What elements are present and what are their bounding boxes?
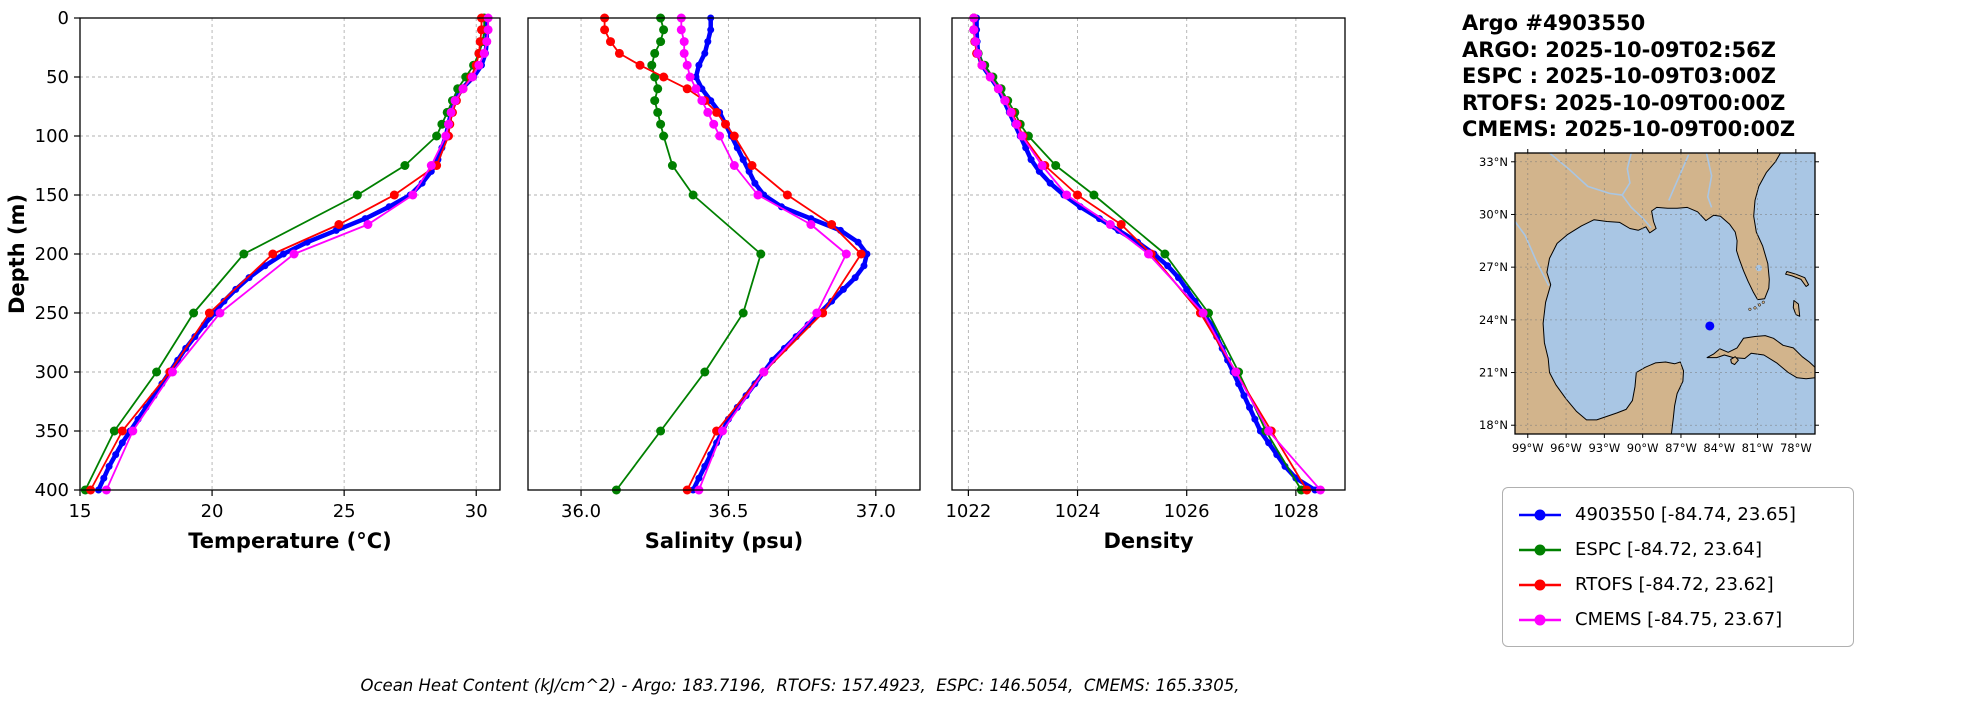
river	[1668, 154, 1690, 201]
svg-text:30: 30	[465, 501, 488, 522]
legend-label: CMEMS [-84.75, 23.67]	[1575, 609, 1783, 630]
svg-text:36.5: 36.5	[708, 501, 748, 522]
series-cmems	[676, 13, 851, 495]
legend-label: RTOFS [-84.72, 23.62]	[1575, 574, 1774, 595]
legend-line-marker-icon	[1519, 614, 1561, 625]
svg-text:25: 25	[333, 501, 356, 522]
legend-item-espc: ESPC [-84.72, 23.64]	[1517, 532, 1839, 567]
legend-label: ESPC [-84.72, 23.64]	[1575, 539, 1762, 560]
header-line-argo: ARGO: 2025-10-09T02:56Z	[1462, 37, 1776, 62]
svg-text:33°N: 33°N	[1479, 155, 1508, 169]
location-map: 99°W 96°W 93°W 90°W 87°W 84°W 81°W 78°W 33°N 30°N…	[1479, 149, 1819, 455]
lake-okeechobee	[1755, 264, 1763, 272]
svg-text:1022: 1022	[945, 501, 991, 522]
legend-item-rtofs: RTOFS [-84.72, 23.62]	[1517, 567, 1839, 602]
florida-keys	[1761, 300, 1765, 304]
legend-label: 4903550 [-84.74, 23.65]	[1575, 504, 1796, 525]
svg-text:78°W: 78°W	[1780, 441, 1812, 455]
svg-text:20: 20	[201, 501, 224, 522]
land-bahamas-grand	[1785, 271, 1810, 287]
svg-text:Temperature (°C): Temperature (°C)	[188, 529, 391, 553]
svg-text:36.0: 36.0	[561, 501, 601, 522]
legend-line-marker-icon	[1519, 544, 1561, 555]
svg-text:21°N: 21°N	[1479, 366, 1508, 380]
svg-text:1026: 1026	[1164, 501, 1210, 522]
legend-line-marker-icon	[1519, 509, 1561, 520]
land-cuba	[1706, 335, 1815, 380]
svg-text:18°N: 18°N	[1479, 418, 1508, 432]
svg-text:50: 50	[46, 67, 69, 88]
svg-text:1028: 1028	[1273, 501, 1319, 522]
svg-text:Depth (m): Depth (m)	[5, 194, 29, 314]
land-isle-of-youth	[1730, 356, 1739, 366]
svg-text:87°W: 87°W	[1665, 441, 1697, 455]
svg-text:24°N: 24°N	[1479, 313, 1508, 327]
svg-text:27°N: 27°N	[1479, 260, 1508, 274]
header: Argo #4903550 ARGO: 2025-10-09T02:56Z ES…	[1462, 10, 1795, 143]
land-bahamas-andros	[1792, 300, 1801, 317]
river	[1515, 221, 1550, 286]
svg-text:96°W: 96°W	[1550, 441, 1582, 455]
river	[1705, 153, 1713, 208]
series-espc	[611, 13, 766, 495]
svg-text:350: 350	[35, 421, 69, 442]
header-line-espc: ESPC : 2025-10-09T03:00Z	[1462, 64, 1777, 88]
svg-text:250: 250	[35, 303, 69, 324]
header-line-cmems: CMEMS: 2025-10-09T00:00Z	[1462, 117, 1796, 141]
svg-text:90°W: 90°W	[1627, 441, 1659, 455]
svg-text:100: 100	[35, 126, 69, 147]
header-line-rtofs: RTOFS: 2025-10-09T00:00Z	[1462, 90, 1786, 115]
svg-text:93°W: 93°W	[1588, 441, 1620, 455]
legend-line-marker-icon	[1519, 579, 1561, 590]
florida-keys	[1748, 307, 1752, 311]
svg-text:15: 15	[69, 501, 92, 522]
florida-keys	[1753, 306, 1757, 310]
florida-keys	[1757, 303, 1762, 307]
svg-text:150: 150	[35, 185, 69, 206]
svg-text:200: 200	[35, 244, 69, 265]
svg-text:37.0: 37.0	[856, 501, 896, 522]
svg-text:84°W: 84°W	[1703, 441, 1735, 455]
svg-text:300: 300	[35, 362, 69, 383]
svg-text:Density: Density	[1103, 529, 1193, 553]
legend-item-cmems: CMEMS [-84.75, 23.67]	[1517, 602, 1839, 637]
svg-text:81°W: 81°W	[1742, 441, 1774, 455]
panel-density: 1022 1024 1026 1028 Density	[945, 13, 1346, 553]
ocean-heat-content-caption: Ocean Heat Content (kJ/cm^2) - Argo: 183…	[360, 676, 1240, 695]
header-title: Argo #4903550	[1462, 11, 1646, 35]
series-cmems	[101, 13, 493, 495]
panel-salinity-psu: 36.0 36.5 37.0 Salinity (psu)	[527, 13, 921, 553]
svg-text:99°W: 99°W	[1512, 441, 1544, 455]
svg-text:Salinity (psu): Salinity (psu)	[645, 529, 804, 553]
legend: 4903550 [-84.74, 23.65] ESPC [-84.72, 23.…	[1502, 487, 1854, 647]
map-canvas	[1515, 153, 1815, 434]
river	[1548, 153, 1623, 196]
series-cmems	[969, 13, 1325, 495]
svg-text:30°N: 30°N	[1479, 207, 1508, 221]
svg-text:1024: 1024	[1055, 501, 1101, 522]
land-north-america	[1515, 153, 1781, 434]
svg-text:0: 0	[58, 8, 69, 29]
legend-item-4903550: 4903550 [-84.74, 23.65]	[1517, 497, 1839, 532]
argo-location-marker	[1705, 321, 1715, 331]
svg-text:400: 400	[35, 480, 69, 501]
